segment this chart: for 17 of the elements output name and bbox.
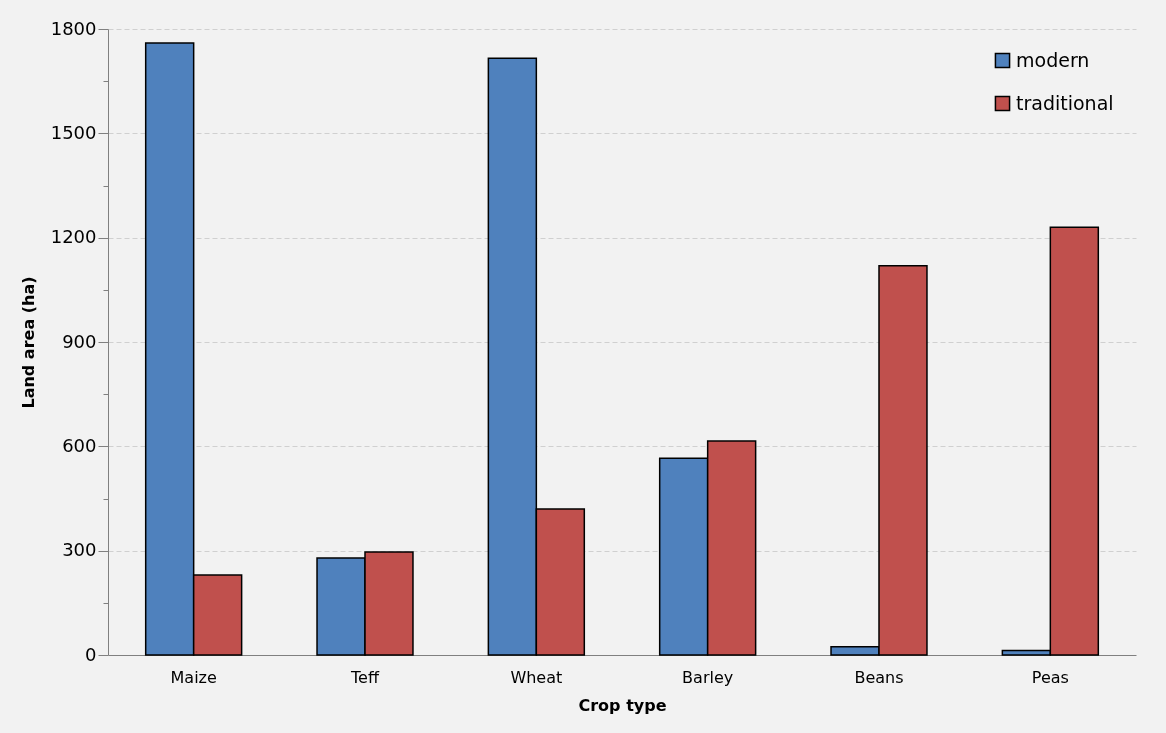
y-tick-label: 1800 [50, 17, 97, 39]
y-tick-label: 900 [62, 330, 97, 352]
y-tick-label: 600 [62, 434, 97, 456]
x-tick-label: Maize [170, 667, 217, 687]
x-tick-label: Wheat [510, 667, 563, 687]
y-tick-label: 300 [62, 539, 97, 561]
y-tick-label: 0 [85, 643, 97, 665]
x-tick-label: Barley [682, 667, 734, 687]
y-tick-label: 1500 [50, 121, 97, 143]
y-axis-title: Land area (ha) [18, 276, 38, 409]
legend-label: traditional [1016, 91, 1114, 114]
x-tick-label: Peas [1031, 667, 1069, 687]
x-tick-label: Teff [350, 667, 380, 687]
y-tick-label: 1200 [50, 226, 97, 248]
legend-label: modern [1016, 48, 1090, 71]
x-tick-label: Beans [854, 667, 904, 687]
x-axis-title: Crop type [578, 695, 667, 715]
